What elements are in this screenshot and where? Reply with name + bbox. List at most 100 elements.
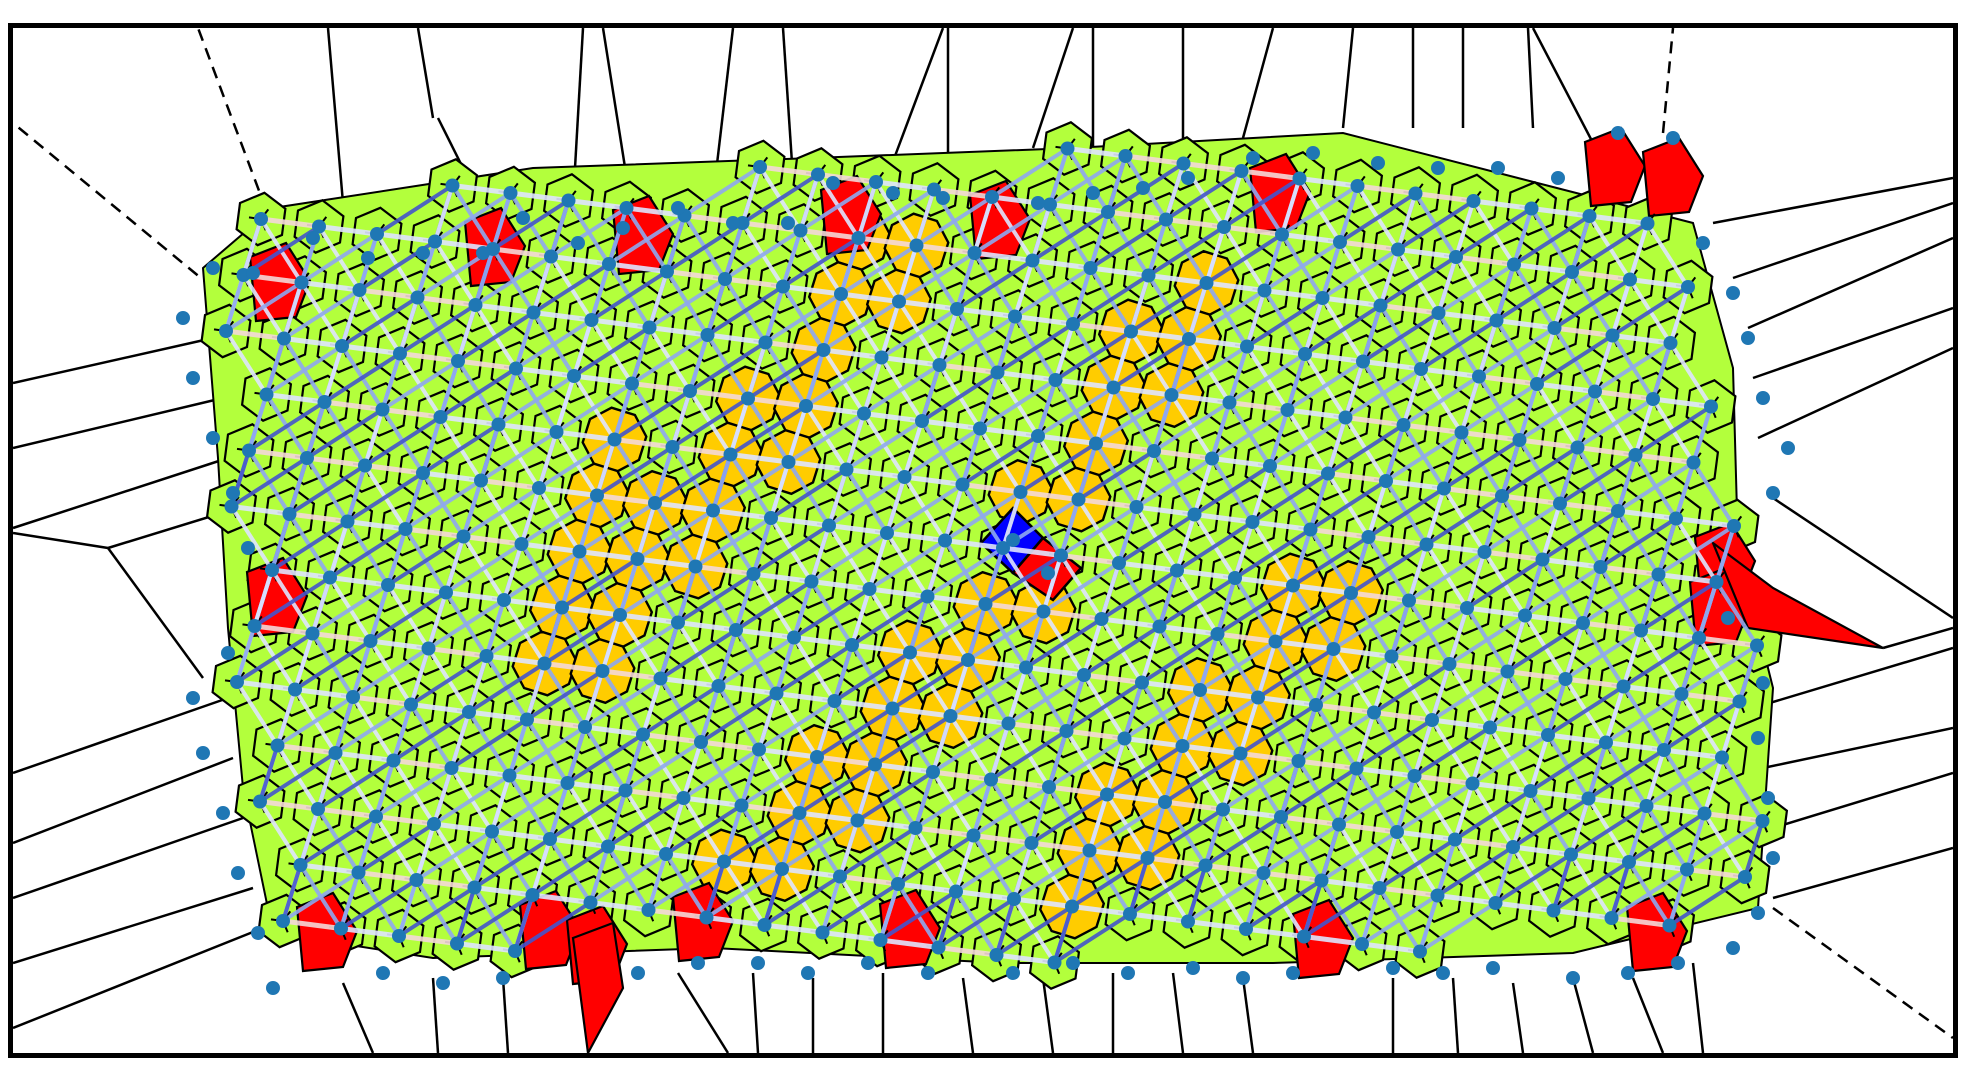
site-point [1187, 507, 1202, 522]
site-point [1147, 444, 1161, 458]
neighbor-bond [1308, 527, 1371, 540]
outer-voronoi-edge [1571, 977, 1595, 1053]
site-point [1152, 619, 1167, 634]
neighbor-bond [1511, 262, 1575, 275]
neighbor-bond [792, 587, 872, 640]
neighbor-bond [983, 553, 1063, 606]
neighbor-bond [1088, 265, 1151, 278]
site-point [1240, 339, 1254, 354]
site-point [781, 216, 795, 230]
neighbor-bond [670, 444, 733, 457]
site-point [1065, 899, 1079, 914]
site-point [571, 236, 585, 250]
site-point [306, 231, 320, 245]
neighbor-bond [1111, 385, 1174, 398]
site-point [967, 246, 982, 260]
neighbor-bond [269, 567, 333, 580]
site-point [1314, 873, 1329, 888]
neighbor-bond [519, 541, 582, 554]
neighbor-bond [966, 609, 1046, 662]
neighbor-bond [1012, 848, 1092, 901]
neighbor-bond [1285, 359, 1365, 412]
neighbor-bond [890, 658, 970, 711]
neighbor-bond [316, 758, 396, 811]
neighbor-bond [455, 893, 535, 946]
site-point [549, 425, 564, 439]
neighbor-bond [1546, 684, 1626, 737]
site-point [787, 630, 801, 645]
site-point [1756, 676, 1770, 690]
neighbor-bond [1215, 583, 1295, 636]
neighbor-bond [1169, 392, 1232, 405]
neighbor-bond [438, 414, 501, 427]
neighbor-bond [258, 751, 338, 804]
neighbor-bond [375, 183, 455, 236]
neighbor-bond [607, 213, 687, 266]
neighbor-bond [224, 273, 246, 333]
site-point [1524, 201, 1539, 216]
neighbor-bond [229, 504, 274, 572]
site-point [1696, 236, 1710, 250]
site-point [966, 828, 981, 843]
neighbor-bond [298, 862, 361, 875]
neighbor-bond [1540, 509, 1620, 562]
neighbor-bond [1557, 501, 1621, 514]
neighbor-bond [514, 318, 594, 371]
neighbor-bond [1244, 344, 1308, 357]
neighbor-bond [902, 474, 965, 487]
neighbor-bond [1174, 568, 1238, 581]
neighbor-bond [316, 224, 380, 237]
neighbor-bond [693, 564, 756, 577]
site-point [1031, 429, 1045, 443]
site-point [726, 216, 740, 230]
neighbor-bond [1377, 837, 1457, 890]
neighbor-bond [1360, 893, 1440, 946]
neighbor-bond [681, 747, 761, 800]
neighbor-bond [594, 493, 658, 506]
neighbor-bond [681, 795, 744, 808]
site-point [1384, 649, 1399, 664]
neighbor-bond [414, 877, 477, 890]
neighbor-bond [983, 601, 1046, 614]
site-point [265, 563, 279, 577]
site-point [1234, 164, 1249, 178]
neighbor-bond [408, 702, 472, 715]
neighbor-bond [878, 882, 900, 942]
site-point [1766, 486, 1780, 500]
site-point [1751, 906, 1765, 920]
site-point [1726, 286, 1740, 300]
neighbor-bond [1163, 217, 1227, 230]
neighbor-bond [815, 706, 895, 759]
site-point [989, 948, 1004, 962]
neighbor-bond [704, 859, 726, 920]
site-point [641, 903, 656, 917]
neighbor-bond [473, 254, 553, 307]
neighbor-bond [1187, 288, 1267, 341]
site-point [717, 854, 731, 869]
neighbor-bond [1280, 184, 1360, 237]
neighbor-bond [1616, 460, 1696, 513]
site-point [799, 399, 813, 413]
neighbor-bond [1714, 580, 1759, 648]
site-point [1251, 690, 1265, 705]
site-point [1286, 966, 1300, 980]
site-point [370, 227, 384, 241]
outer-voronoi-edge [1526, 28, 1535, 129]
neighbor-bond [1627, 811, 1707, 864]
neighbor-bond [1348, 590, 1412, 603]
site-point [1507, 257, 1521, 272]
neighbor-bond [809, 531, 889, 584]
neighbor-bond [1024, 617, 1104, 670]
neighbor-bond [1267, 463, 1331, 476]
site-point [1071, 492, 1086, 507]
site-point [1083, 261, 1098, 275]
neighbor-bond [1313, 702, 1377, 715]
neighbor-bond [1064, 728, 1127, 741]
outer-voronoi-edge [1041, 977, 1055, 1053]
neighbor-bond [1343, 415, 1406, 428]
site-point [404, 697, 418, 712]
neighbor-bond [1087, 848, 1150, 861]
neighbor-bond [1069, 904, 1133, 917]
neighbor-bond [722, 276, 786, 289]
neighbor-bond [426, 598, 506, 651]
